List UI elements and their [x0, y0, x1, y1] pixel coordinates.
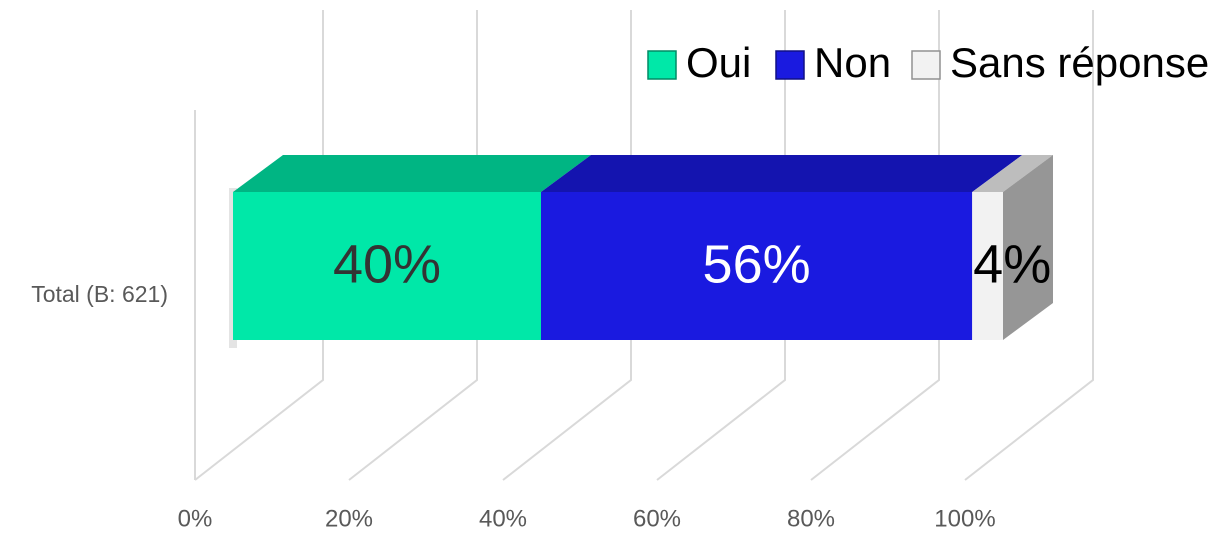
bar [972, 192, 1003, 340]
category-label: Total (B: 621) [31, 281, 168, 307]
bar [541, 192, 973, 340]
x-tick-label: 20% [325, 505, 373, 532]
x-tick-label: 40% [479, 505, 527, 532]
bar-top [541, 155, 1023, 192]
legend-swatch [775, 50, 805, 80]
x-tick-label: 100% [934, 505, 995, 532]
data-label: 4% [973, 234, 1051, 294]
bar-top [233, 155, 591, 192]
bar-side [1003, 155, 1053, 340]
legend-label: Sans réponse [950, 39, 1209, 86]
data-label: 40% [333, 234, 441, 294]
grid-line [502, 10, 632, 481]
x-tick-label: 0% [178, 505, 213, 532]
grid-line [810, 10, 940, 481]
bar-top [972, 155, 1053, 192]
grid-line [964, 10, 1094, 481]
grid-line [656, 10, 786, 481]
legend-swatch [911, 50, 941, 80]
bar [233, 192, 541, 340]
grid-line [194, 10, 324, 481]
legend-label: Oui [686, 39, 751, 86]
x-tick-label: 60% [633, 505, 681, 532]
data-label: 56% [703, 234, 811, 294]
legend-swatch [647, 50, 677, 80]
grid-line [348, 10, 478, 481]
legend-label: Non [814, 39, 891, 86]
x-tick-label: 80% [787, 505, 835, 532]
